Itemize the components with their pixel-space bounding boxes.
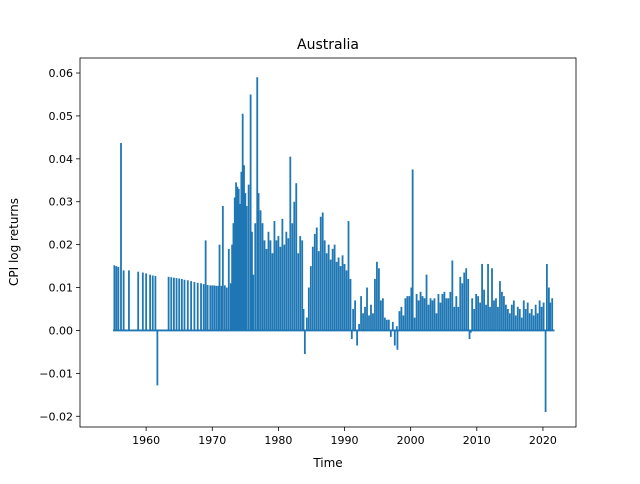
y-tick-label: 0.06 (49, 67, 74, 80)
y-tick-label: 0.02 (49, 239, 74, 252)
y-axis-ticks: −0.02 −0.01 0.00 0.01 0.02 0.03 0.04 0.05 0.06 (39, 67, 80, 423)
x-axis-ticks: 1960 1970 1980 1990 2000 2010 2020 (132, 427, 557, 447)
y-tick-label: −0.02 (39, 410, 73, 423)
x-tick-label: 2010 (463, 434, 491, 447)
x-tick-label: 1970 (198, 434, 226, 447)
x-tick-label: 1960 (132, 434, 160, 447)
y-tick-label: 0.05 (49, 110, 74, 123)
y-tick-label: −0.01 (39, 367, 73, 380)
x-tick-label: 1980 (264, 434, 292, 447)
axes-frame (79, 57, 577, 428)
x-tick-label: 1990 (331, 434, 359, 447)
y-tick-label: 0.00 (49, 324, 74, 337)
x-axis-label: Time (312, 456, 342, 470)
chart-title: Australia (297, 37, 359, 53)
y-tick-label: 0.01 (49, 282, 74, 295)
y-tick-label: 0.03 (49, 196, 74, 209)
y-tick-label: 0.04 (49, 153, 74, 166)
y-axis-label: CPI log returns (7, 198, 21, 286)
x-tick-label: 2000 (397, 434, 425, 447)
x-tick-label: 2020 (529, 434, 557, 447)
data-layer (113, 77, 555, 412)
